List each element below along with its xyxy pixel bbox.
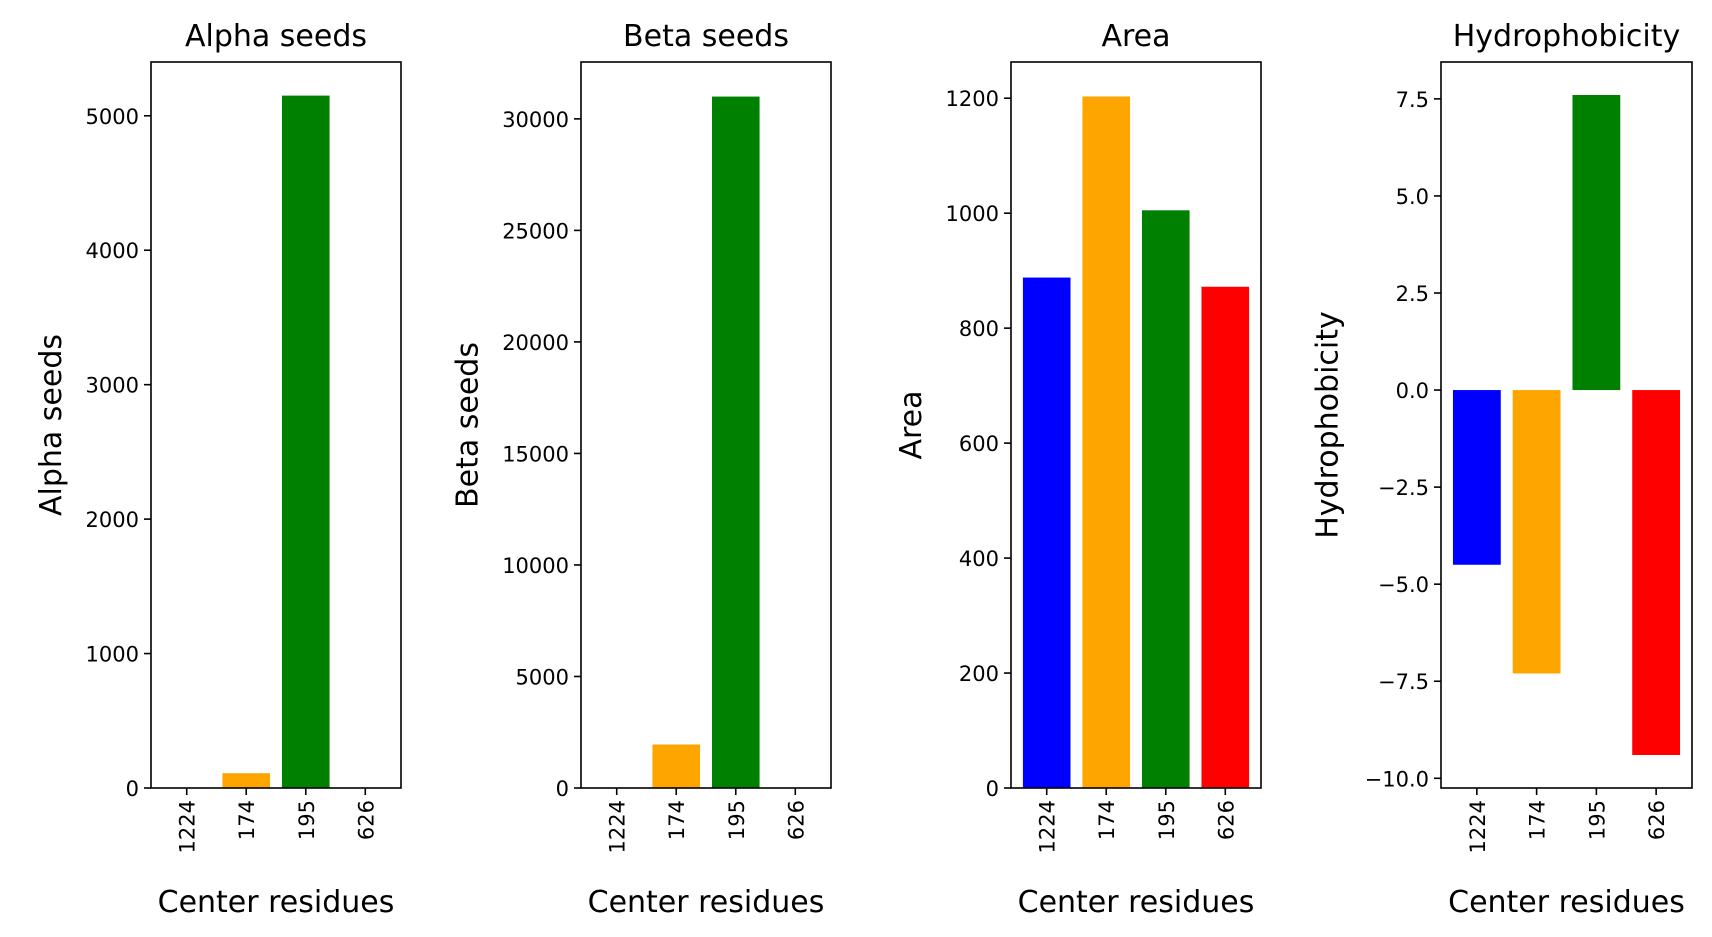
x-tick-label-alpha-seeds: 626: [354, 800, 378, 840]
y-tick-label-beta-seeds: 15000: [502, 442, 569, 466]
panel-hydrophobicity: −10.0 −7.5 −5.0 −2.5 0.0 2.5 5.0 7.5 1224 174 195 6…: [1311, 19, 1693, 920]
bar-area-626: [1201, 286, 1250, 788]
plot-frame-hydrophobicity: [1440, 61, 1693, 789]
panel-alpha-seeds: 0 1000 2000 3000 4000 5000 1224 174 195 626 Alpha …: [34, 19, 402, 920]
y-axis-label-beta-seeds: Beta seeds: [451, 342, 486, 508]
y-tick-label-beta-seeds: 25000: [502, 219, 569, 243]
panel-beta-seeds: 0 5000 10000 15000 20000 25000 30000 1224 174 195…: [451, 19, 832, 920]
y-tick-label-hydrophobicity: 2.5: [1396, 282, 1429, 306]
x-tick-label-hydrophobicity: 195: [1585, 800, 1609, 840]
x-axis-label-area: Center residues: [1018, 885, 1255, 920]
y-tick-label-alpha-seeds: 1000: [86, 643, 139, 667]
x-tick-label-hydrophobicity: 626: [1645, 800, 1669, 840]
x-tick-label-beta-seeds: 174: [665, 800, 689, 840]
y-axis-label-area: Area: [894, 390, 929, 459]
bar-beta-seeds-195: [711, 96, 760, 789]
x-tick-label-beta-seeds: 1224: [606, 800, 630, 853]
y-tick-label-alpha-seeds: 4000: [86, 239, 139, 263]
y-axis-label-alpha-seeds: Alpha seeds: [34, 334, 69, 516]
y-tick-label-area: 1200: [946, 87, 999, 111]
x-axis-label-hydrophobicity: Center residues: [1448, 885, 1685, 920]
y-tick-label-hydrophobicity: −7.5: [1378, 670, 1429, 694]
x-tick-label-alpha-seeds: 1224: [176, 800, 200, 853]
bar-beta-seeds-174: [652, 744, 701, 788]
y-tick-label-beta-seeds: 10000: [502, 554, 569, 578]
plot-frame-beta-seeds: [580, 61, 832, 789]
y-tick-label-alpha-seeds: 5000: [86, 105, 139, 129]
bar-area-174: [1082, 96, 1131, 788]
bar-area-195: [1141, 210, 1190, 789]
x-tick-label-beta-seeds: 626: [784, 800, 808, 840]
x-tick-label-hydrophobicity: 174: [1526, 800, 1550, 840]
bar-alpha-seeds-195: [281, 95, 330, 789]
y-tick-label-area: 600: [959, 432, 999, 456]
y-tick-label-hydrophobicity: −2.5: [1378, 476, 1429, 500]
x-tick-label-beta-seeds: 195: [725, 800, 749, 840]
y-tick-label-area: 1000: [946, 202, 999, 226]
y-tick-label-beta-seeds: 30000: [502, 108, 569, 132]
plot-frame-alpha-seeds: [150, 61, 402, 789]
y-tick-label-area: 400: [959, 547, 999, 571]
y-tick-label-beta-seeds: 5000: [516, 665, 569, 689]
y-tick-label-hydrophobicity: 0.0: [1396, 379, 1429, 403]
x-tick-label-area: 1224: [1036, 800, 1060, 853]
y-tick-label-hydrophobicity: −5.0: [1378, 573, 1429, 597]
chart-title-area: Area: [1101, 19, 1170, 54]
bar-area-1224: [1022, 277, 1071, 788]
plot-frame-area: [1010, 61, 1262, 789]
y-tick-label-area: 0: [986, 777, 999, 801]
y-tick-label-area: 200: [959, 662, 999, 686]
bar-alpha-seeds-174: [222, 773, 271, 788]
y-tick-label-alpha-seeds: 0: [126, 777, 139, 801]
chart-title-alpha-seeds: Alpha seeds: [185, 19, 367, 54]
x-tick-label-area: 195: [1155, 800, 1179, 840]
x-tick-label-area: 174: [1095, 800, 1119, 840]
x-axis-label-beta-seeds: Center residues: [588, 885, 825, 920]
x-axis-label-alpha-seeds: Center residues: [158, 885, 395, 920]
y-tick-label-hydrophobicity: 7.5: [1396, 88, 1429, 112]
y-tick-label-alpha-seeds: 2000: [86, 508, 139, 532]
bar-hydrophobicity-626: [1632, 390, 1681, 755]
chart-title-hydrophobicity: Hydrophobicity: [1453, 19, 1681, 54]
y-tick-label-hydrophobicity: −10.0: [1365, 767, 1429, 791]
x-tick-label-alpha-seeds: 195: [295, 800, 319, 840]
y-tick-label-beta-seeds: 20000: [502, 331, 569, 355]
x-tick-label-area: 626: [1214, 800, 1238, 840]
bar-hydrophobicity-174: [1512, 390, 1561, 674]
bar-hydrophobicity-1224: [1452, 390, 1501, 565]
y-tick-label-area: 800: [959, 317, 999, 341]
chart-title-beta-seeds: Beta seeds: [623, 19, 789, 54]
y-tick-label-hydrophobicity: 5.0: [1396, 185, 1429, 209]
panel-area: 0 200 400 600 800 1000 1200 1224 174 195 626 Area Ce…: [894, 19, 1262, 920]
y-tick-label-alpha-seeds: 3000: [86, 374, 139, 398]
bar-hydrophobicity-195: [1572, 95, 1621, 391]
x-tick-label-hydrophobicity: 1224: [1466, 800, 1490, 853]
y-tick-label-beta-seeds: 0: [556, 777, 569, 801]
x-tick-label-alpha-seeds: 174: [235, 800, 259, 840]
y-axis-label-hydrophobicity: Hydrophobicity: [1311, 311, 1346, 539]
